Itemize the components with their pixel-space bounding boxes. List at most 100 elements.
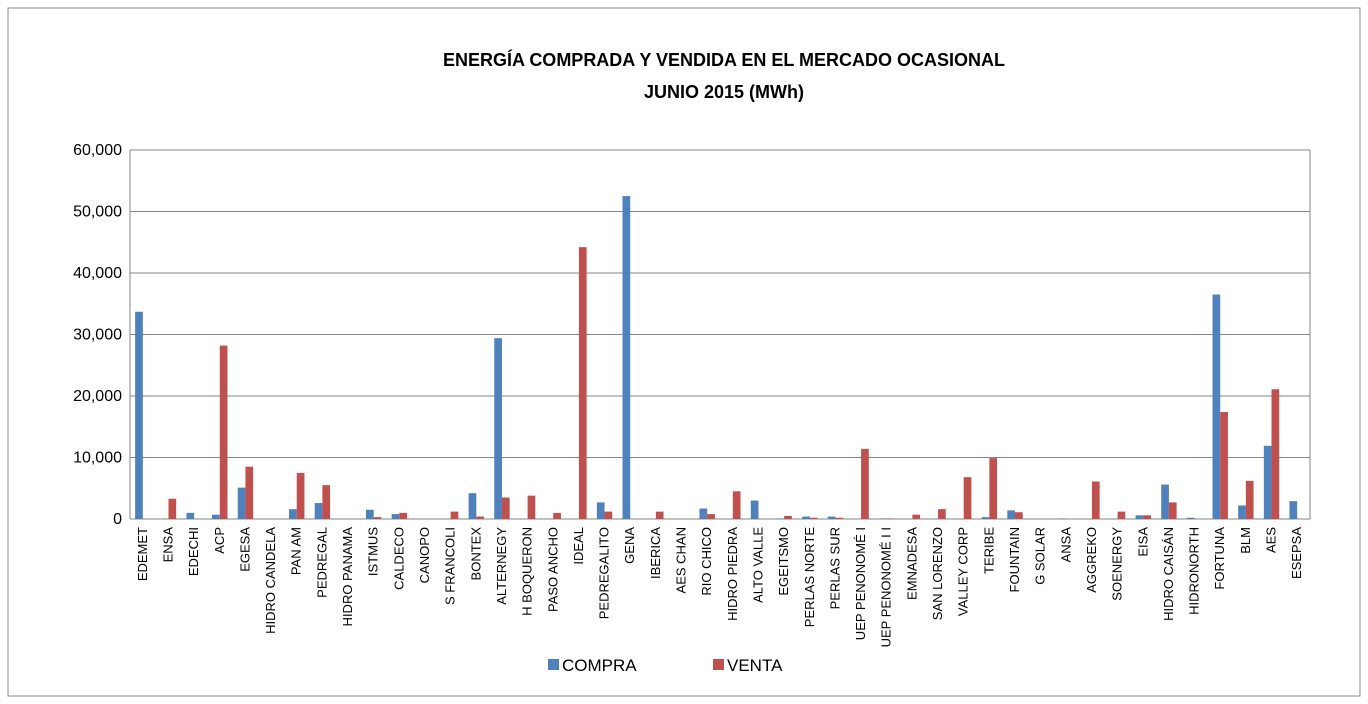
x-tick-label: TERIBE	[981, 527, 996, 574]
bar	[827, 516, 836, 519]
bar	[938, 509, 946, 519]
bar	[450, 511, 459, 519]
x-tick-label: UEP PENONOMÉ I	[853, 527, 868, 640]
bar	[1271, 389, 1280, 519]
x-tick-label: HIDRO PIEDRA	[725, 527, 740, 621]
x-tick-label: G SOLAR	[1033, 527, 1048, 585]
bar	[1212, 294, 1221, 519]
x-tick-label: HIDRONORTH	[1187, 527, 1202, 615]
bar	[553, 512, 561, 519]
x-tick-label: PEDREGALITO	[597, 527, 612, 619]
x-tick-label: EGESA	[237, 527, 252, 572]
x-tick-label: ISTMUS	[366, 527, 381, 576]
bar	[1220, 411, 1228, 519]
x-tick-label: PERLAS NORTE	[802, 527, 817, 628]
bar	[732, 491, 741, 519]
x-tick-label: EDECHI	[186, 527, 201, 576]
bar	[1238, 505, 1246, 519]
bar	[655, 511, 664, 519]
bar	[468, 493, 477, 519]
bar	[750, 500, 759, 519]
y-tick-label: 50,000	[73, 204, 122, 221]
bar	[1007, 510, 1015, 519]
bar	[861, 448, 869, 519]
bar	[527, 495, 536, 519]
x-tick-label: FORTUNA	[1212, 527, 1227, 590]
bar	[314, 503, 323, 519]
bar	[1245, 480, 1254, 519]
x-tick-label: EMNADESA	[904, 527, 919, 600]
x-tick-label: CANOPO	[417, 527, 432, 583]
y-tick-label: 0	[113, 511, 122, 528]
x-tick-label: PEDREGAL	[314, 527, 329, 598]
x-tick-label: EDEMET	[135, 527, 150, 581]
bar	[622, 196, 631, 519]
bar	[1186, 517, 1195, 519]
bar	[776, 518, 785, 519]
x-tick-label: HIDRO PANAMA	[340, 527, 355, 627]
x-tick-label: ANSA	[1058, 527, 1073, 563]
x-tick-label: S FRANCOLI	[443, 527, 458, 605]
bar	[1135, 515, 1144, 519]
bar	[784, 515, 792, 519]
bar	[835, 517, 844, 519]
bar	[289, 509, 297, 519]
x-tick-label: PERLAS SUR	[827, 527, 842, 609]
bar	[1263, 445, 1272, 519]
x-tick-label: HIDRO CAISÁN	[1161, 527, 1176, 621]
bar	[604, 511, 613, 519]
bar	[1117, 511, 1126, 519]
y-tick-label: 40,000	[73, 265, 122, 282]
bar	[245, 466, 254, 519]
bar	[296, 472, 305, 519]
bar	[699, 508, 708, 519]
bar	[963, 477, 972, 519]
x-tick-label: ENSA	[160, 527, 175, 563]
bar	[879, 518, 887, 519]
y-tick-label: 30,000	[73, 327, 122, 344]
x-tick-label: RIO CHICO	[699, 527, 714, 596]
bar	[186, 512, 195, 519]
x-tick-label: CALDECO	[391, 527, 406, 590]
bar	[237, 487, 246, 519]
bar	[578, 247, 587, 520]
bar	[809, 517, 818, 519]
x-tick-label: PAN AM	[289, 527, 304, 575]
bar	[1168, 502, 1177, 519]
chart-border	[7, 7, 1361, 697]
bar	[168, 498, 177, 519]
x-tick-label: ALTERNEGY	[494, 527, 509, 605]
x-tick-label: ACP	[212, 527, 227, 554]
x-tick-label: IDEAL	[571, 527, 586, 565]
x-tick-label: PASO ANCHO	[545, 527, 560, 612]
bar	[1058, 518, 1067, 519]
chart-title: ENERGÍA COMPRADA Y VENDIDA EN EL MERCADO…	[443, 49, 1005, 70]
bar	[989, 458, 998, 519]
bar	[802, 516, 810, 519]
bar	[219, 345, 228, 519]
x-tick-label: BONTEX	[468, 527, 483, 581]
x-tick-label: SOENERGY	[1110, 527, 1125, 601]
bar	[707, 514, 715, 519]
bar	[1015, 512, 1023, 519]
bar	[212, 514, 220, 519]
x-tick-label: EISA	[1135, 527, 1150, 557]
bar	[366, 509, 374, 519]
bar	[886, 518, 895, 519]
x-tick-label: FOUNTAIN	[1007, 527, 1022, 592]
x-tick-label: EGEITSMO	[776, 527, 791, 596]
legend-swatch	[548, 659, 559, 670]
x-tick-label: HIDRO CANDELA	[263, 527, 278, 634]
bar	[322, 485, 331, 519]
x-tick-label: BLM	[1238, 527, 1253, 554]
x-tick-label: AES	[1264, 527, 1279, 553]
x-tick-label: H BOQUERON	[520, 527, 535, 616]
bar	[1143, 515, 1151, 519]
bar	[912, 514, 921, 519]
x-tick-label: SAN LORENZO	[930, 527, 945, 620]
bar	[135, 311, 143, 519]
x-tick-label: ALTO VALLE	[750, 527, 765, 603]
bar	[494, 338, 502, 519]
legend-label: COMPRA	[562, 656, 637, 675]
bar	[501, 497, 510, 519]
